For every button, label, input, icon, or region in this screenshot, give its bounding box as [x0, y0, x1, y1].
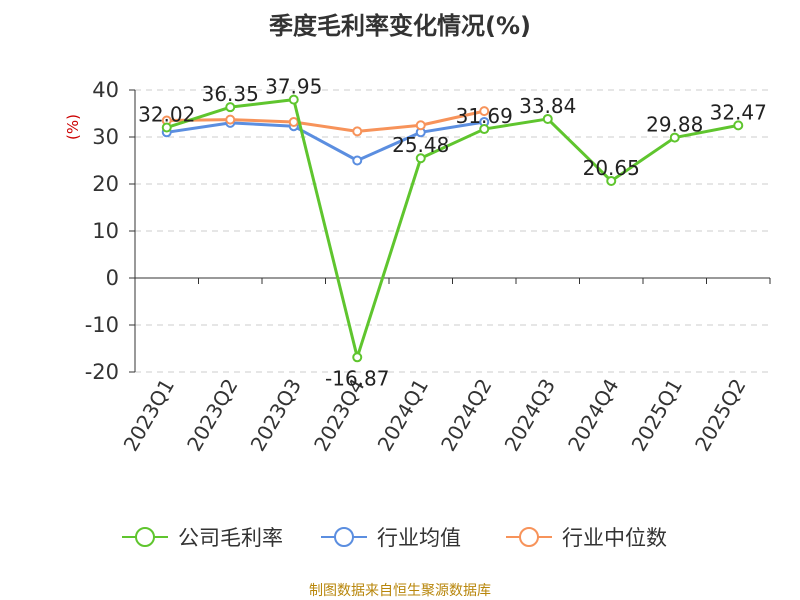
y-tick-label: 40: [92, 78, 119, 102]
legend[interactable]: 公司毛利率 行业均值 行业中位数: [122, 526, 667, 550]
series-line: [166, 109, 485, 133]
x-tick-label: 2024Q3: [500, 375, 560, 456]
y-tick-label: 30: [92, 125, 119, 149]
x-tick-label: 2024Q4: [563, 375, 623, 456]
chart-title: 季度毛利率变化情况(%): [269, 12, 531, 40]
x-tick-label: 2025Q1: [627, 375, 687, 456]
data-point: [352, 352, 363, 363]
data-point: [352, 126, 363, 137]
x-tick-label: 2024Q2: [436, 375, 496, 456]
data-point: [225, 114, 236, 125]
data-point: [415, 153, 426, 164]
data-label: 31.69: [456, 104, 513, 128]
x-tick-label: 2023Q1: [119, 375, 179, 456]
legend-marker-icon[interactable]: [519, 527, 539, 547]
legend-marker-icon[interactable]: [334, 527, 354, 547]
legend-item-label[interactable]: 行业均值: [377, 526, 461, 550]
y-tick-label: -10: [85, 313, 119, 337]
y-tick-label: -20: [85, 360, 119, 384]
data-label: 37.95: [265, 75, 322, 99]
data-label: 25.48: [392, 133, 449, 157]
x-tick-label: 2023Q2: [182, 375, 242, 456]
data-point: [288, 116, 299, 127]
gridlines: [135, 89, 770, 373]
data-label: 32.02: [138, 103, 195, 127]
data-point: [225, 102, 236, 113]
data-point: [733, 120, 744, 131]
data-point: [606, 175, 617, 186]
source-footer: 制图数据来自恒生聚源数据库: [309, 583, 491, 599]
y-tick-label: 0: [106, 266, 119, 290]
data-labels: 32.02 36.35 37.95 -16.87 25.48 31.69 33.84 20.6…: [138, 75, 767, 391]
data-label: -16.87: [325, 366, 389, 390]
legend-marker-icon[interactable]: [135, 527, 155, 547]
x-tick-label: 2023Q3: [246, 375, 306, 456]
legend-item-label[interactable]: 公司毛利率: [178, 526, 283, 550]
series-lines: [161, 94, 744, 363]
data-point: [161, 122, 172, 133]
data-point: [479, 124, 490, 135]
data-label: 36.35: [202, 82, 259, 106]
series-line: [166, 98, 739, 359]
data-point: [288, 94, 299, 105]
data-point: [352, 155, 363, 166]
data-label: 20.65: [583, 156, 640, 180]
data-point: [479, 106, 490, 117]
data-point: [669, 132, 680, 143]
data-label: 29.88: [646, 113, 703, 137]
data-point: [415, 120, 426, 131]
y-tick-label: 10: [92, 219, 119, 243]
y-tick-label: 20: [92, 172, 119, 196]
legend-item-label[interactable]: 行业中位数: [562, 526, 667, 550]
series-line: [166, 120, 485, 162]
y-axis-label: (%): [64, 114, 82, 140]
data-point: [542, 113, 553, 124]
data-label: 33.84: [519, 94, 576, 118]
data-label: 32.47: [710, 100, 767, 124]
x-tick-label: 2025Q2: [690, 375, 750, 456]
